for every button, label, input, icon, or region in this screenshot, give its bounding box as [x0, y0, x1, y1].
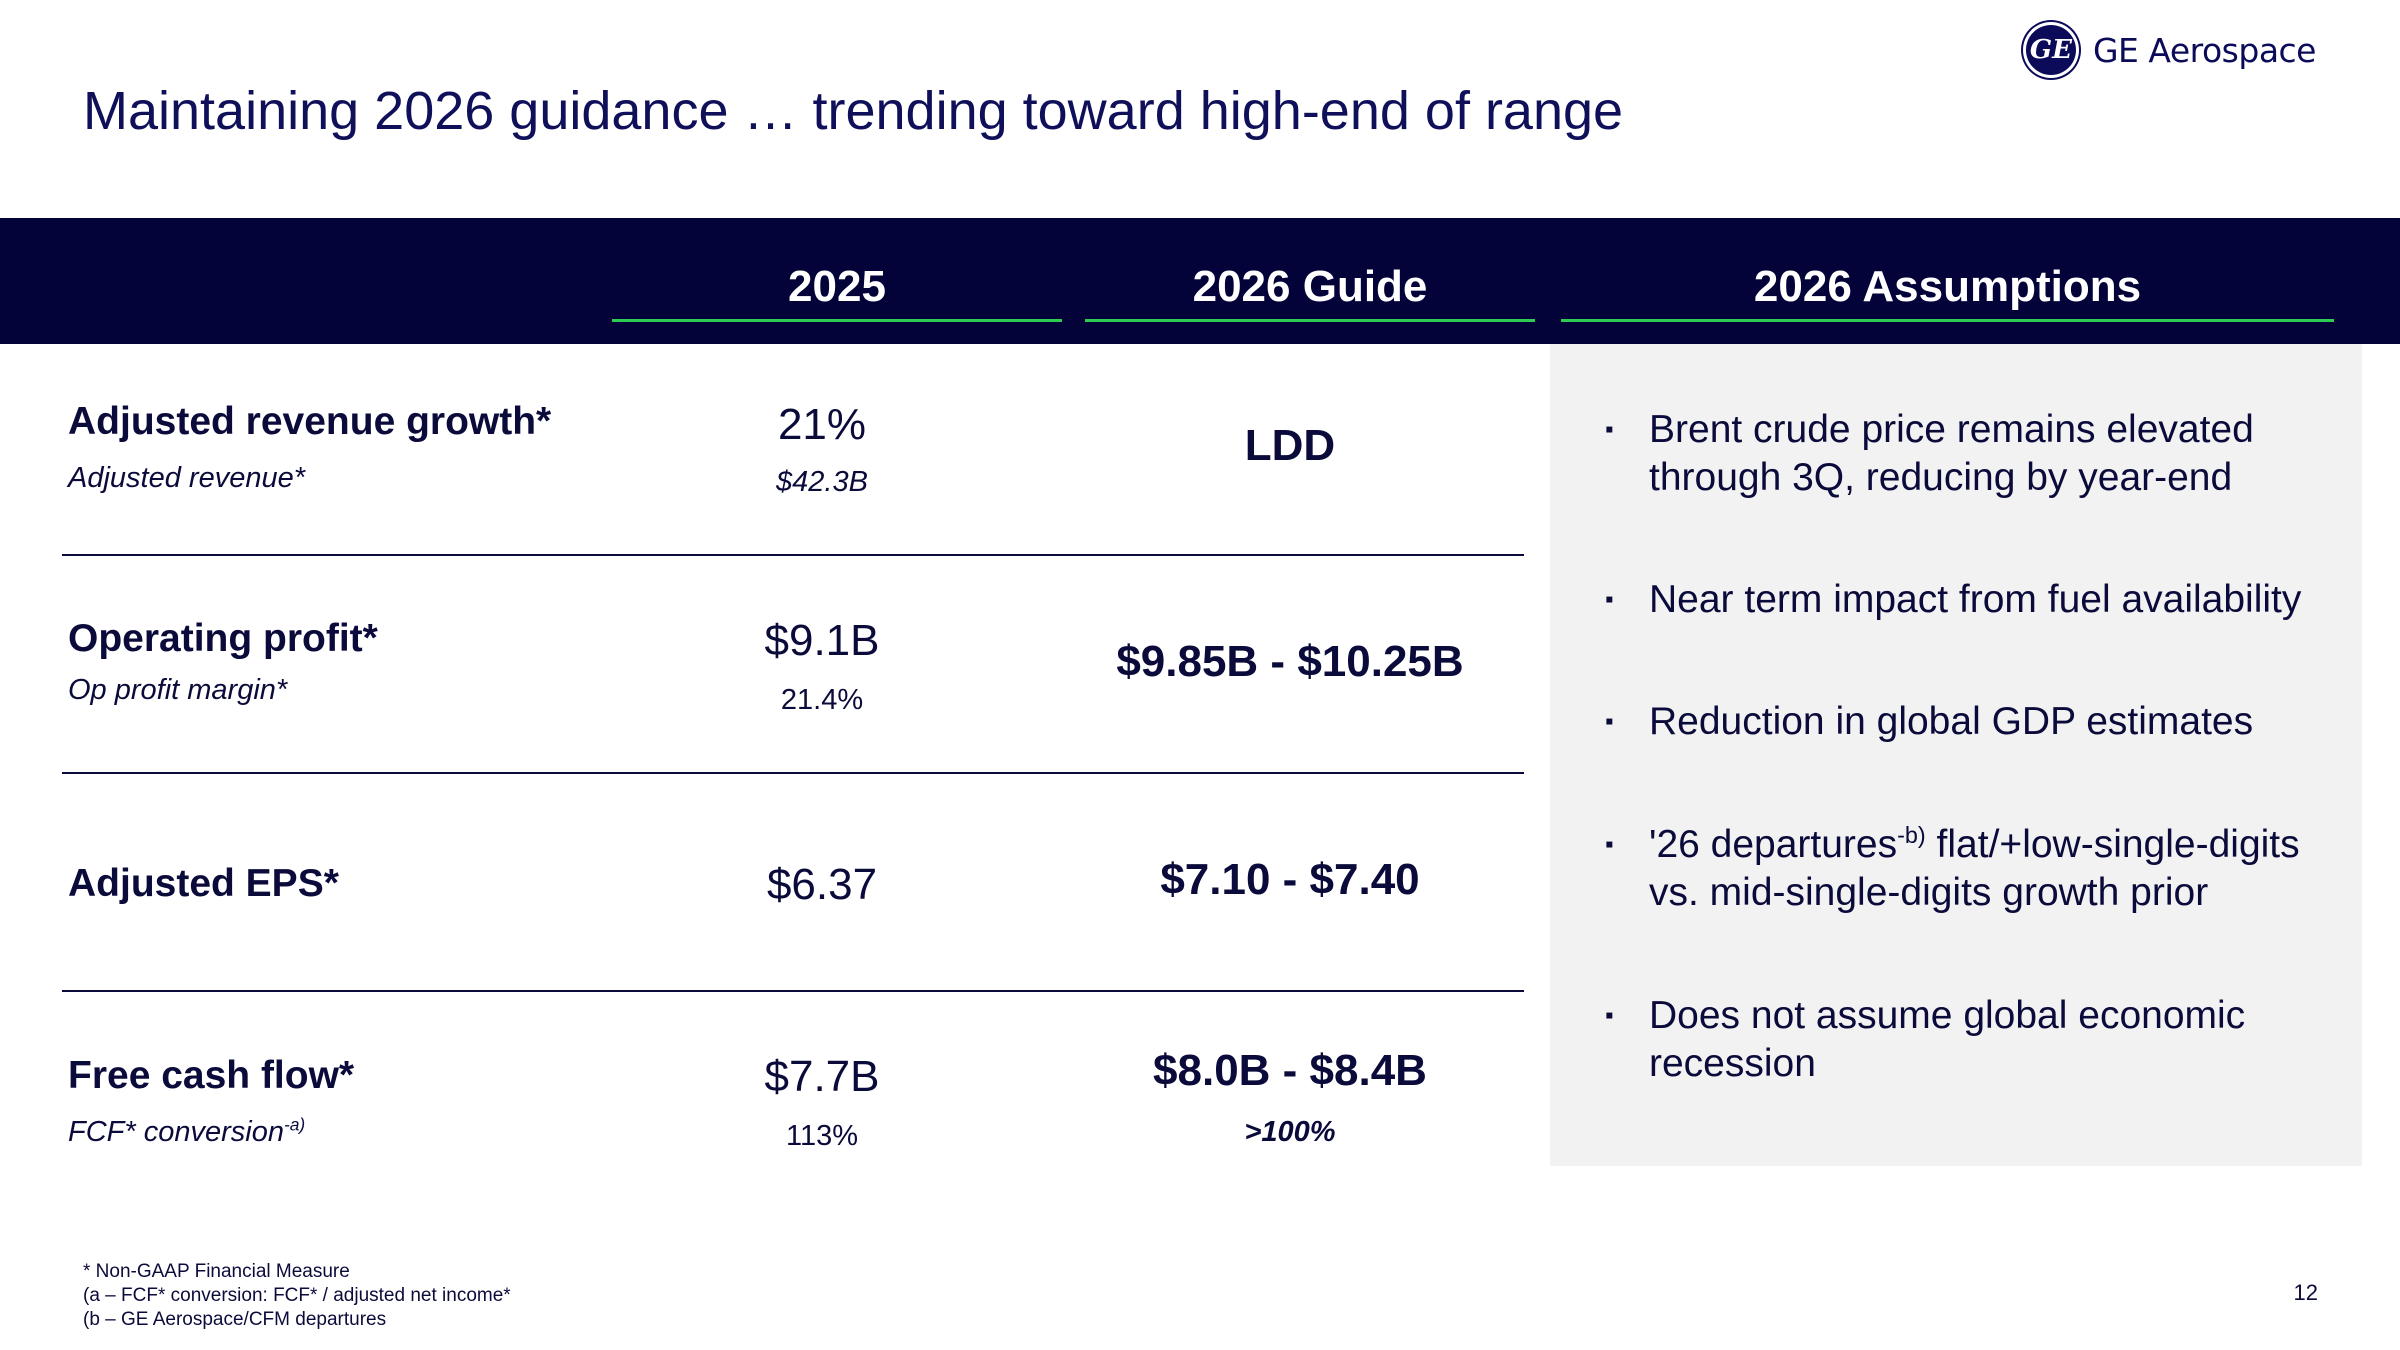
square-bullet-icon: ▪ [1605, 708, 1614, 735]
header-band [0, 218, 2400, 344]
ge-monogram-icon: GE [2022, 22, 2079, 78]
row-divider [62, 554, 1524, 556]
row-label-free-cash-flow: Free cash flow* [68, 1054, 355, 1097]
row-divider [62, 990, 1524, 992]
square-bullet-icon: ▪ [1605, 831, 1614, 858]
value-2025-adjusted-eps: $6.37 [766, 860, 878, 909]
row-label-revenue-growth: Adjusted revenue growth* [68, 400, 552, 443]
guide-revenue-growth: LDD [1244, 421, 1336, 470]
row-sublabel-op-margin: Op profit margin* [68, 674, 288, 706]
guide-sub-fcf-conversion: >100% [1244, 1116, 1336, 1148]
column-header-2026-assumptions: 2026 Assumptions [1561, 255, 2334, 322]
assumption-item: ▪ Reduction in global GDP estimates [1605, 698, 2345, 746]
square-bullet-icon: ▪ [1605, 586, 1614, 613]
assumption-item: ▪ Brent crude price remains elevated thr… [1605, 408, 2254, 499]
column-header-2025: 2025 [612, 255, 1062, 322]
page-title: Maintaining 2026 guidance … trending tow… [83, 81, 1624, 141]
row-sublabel-fcf-conversion: FCF* conversion-a) [68, 1114, 306, 1148]
assumptions-panel: ▪ Brent crude price remains elevated thr… [1550, 344, 2362, 1166]
row-divider [62, 772, 1524, 774]
value-2025-revenue-growth: 21% [777, 400, 867, 449]
ge-aerospace-logo: GE GE Aerospace [2022, 22, 2317, 78]
row-sublabel-revenue: Adjusted revenue* [68, 462, 305, 494]
footnote-ref-b: -b) [1897, 822, 1926, 848]
assumption-item: ▪ Near term impact from fuel availabilit… [1605, 576, 2345, 624]
value-2025-free-cash-flow: $7.7B [764, 1052, 880, 1101]
column-header-2026-guide: 2026 Guide [1085, 255, 1535, 322]
guide-adjusted-eps: $7.10 - $7.40 [1160, 855, 1420, 904]
assumption-item: ▪ Does not assume global economic recess… [1605, 994, 2246, 1085]
guide-free-cash-flow: $8.0B - $8.4B [1153, 1046, 1427, 1095]
guide-operating-profit: $9.85B - $10.25B [1116, 637, 1464, 686]
square-bullet-icon: ▪ [1605, 1002, 1614, 1029]
square-bullet-icon: ▪ [1605, 416, 1614, 443]
footnote-a: (a – FCF* conversion: FCF* / adjusted ne… [83, 1285, 511, 1306]
subvalue-2025-op-margin: 21.4% [780, 684, 864, 716]
logo-text: GE Aerospace [2092, 30, 2317, 70]
page-number: 12 [2293, 1280, 2318, 1305]
row-label-adjusted-eps: Adjusted EPS* [68, 862, 339, 905]
value-2025-operating-profit: $9.1B [764, 616, 880, 665]
subvalue-2025-fcf-conversion: 113% [785, 1120, 859, 1152]
footnote-non-gaap: * Non-GAAP Financial Measure [83, 1261, 350, 1282]
footnote-ref-a: -a) [283, 1114, 306, 1135]
subvalue-2025-revenue: $42.3B [776, 466, 868, 498]
footnote-b: (b – GE Aerospace/CFM departures [83, 1309, 387, 1330]
row-label-operating-profit: Operating profit* [68, 617, 378, 660]
assumption-item: ▪ '26 departures-b) flat/+low-single-dig… [1605, 822, 2300, 914]
